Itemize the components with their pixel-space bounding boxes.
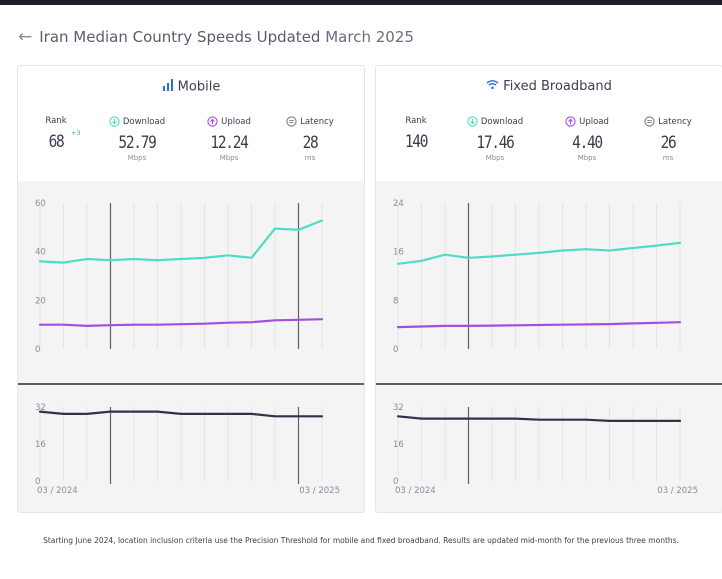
download-value: 17.46 xyxy=(476,133,514,153)
download-stat: Download 17.46 Mbps xyxy=(458,116,532,162)
upload-label: Upload xyxy=(221,116,251,127)
y-tick-label: 8 xyxy=(393,296,398,306)
fixed-broadband-panel: Fixed Broadband Rank 140 Download 17.46 … xyxy=(375,65,722,513)
latency-stat: Latency 28 ms xyxy=(280,116,340,162)
x-tick-label: 03 / 2025 xyxy=(657,486,698,496)
mobile-chart-area: 0 20 40 60 0 16 32 03 / 2024 03 / 2025 xyxy=(18,181,364,512)
download-unit: Mbps xyxy=(127,154,147,162)
page-title-date: March 2025 xyxy=(325,28,414,46)
y-tick-label: 20 xyxy=(35,296,46,306)
panel-title: Fixed Broadband xyxy=(376,79,722,94)
download-arrow-icon xyxy=(109,116,120,127)
mobile-chart: 0 20 40 60 0 16 32 03 / 2024 03 / 2025 xyxy=(18,199,364,496)
page-title: Iran Median Country Speeds Updated March… xyxy=(39,28,414,46)
upload-value: 12.24 xyxy=(210,133,248,153)
y-tick-label: 24 xyxy=(393,199,404,209)
wifi-icon xyxy=(486,79,499,94)
rank-value: 68 xyxy=(48,132,65,152)
y-tick-label: 0 xyxy=(35,345,40,355)
rank-label: Rank xyxy=(405,116,427,126)
download-series-line xyxy=(38,219,324,264)
upload-arrow-icon xyxy=(207,116,218,127)
download-arrow-icon xyxy=(467,116,478,127)
mobile-panel: Mobile Rank 68 +3 Download 52.79 Mbps Up… xyxy=(17,65,365,513)
y-tick-label: 0 xyxy=(393,345,398,355)
upload-stat: Upload 4.40 Mbps xyxy=(552,116,622,162)
upload-value: 4.40 xyxy=(572,133,603,153)
x-tick-label: 03 / 2024 xyxy=(395,486,436,496)
latency-stat: Latency 26 ms xyxy=(638,116,698,162)
signal-bars-icon xyxy=(162,79,174,95)
latency-y-tick-label: 16 xyxy=(393,440,404,450)
latency-y-tick-label: 16 xyxy=(35,440,46,450)
latency-value: 26 xyxy=(660,133,677,153)
x-tick-label: 03 / 2024 xyxy=(37,486,78,496)
latency-icon xyxy=(286,116,297,127)
latency-y-tick-label: 0 xyxy=(35,477,40,487)
latency-unit: ms xyxy=(662,154,674,162)
upload-unit: Mbps xyxy=(219,154,239,162)
latency-label: Latency xyxy=(300,116,334,127)
page-header: ← Iran Median Country Speeds Updated Mar… xyxy=(18,27,414,47)
latency-series-line xyxy=(38,410,324,418)
latency-label: Latency xyxy=(658,116,692,127)
upload-series-line xyxy=(396,321,682,329)
rank-stat: Rank 140 xyxy=(396,116,436,152)
y-tick-label: 40 xyxy=(35,248,46,258)
y-tick-label: 16 xyxy=(393,248,404,258)
download-unit: Mbps xyxy=(485,154,505,162)
latency-unit: ms xyxy=(304,154,316,162)
upload-stat: Upload 12.24 Mbps xyxy=(194,116,264,162)
rank-delta: +3 xyxy=(71,129,81,137)
latency-series-line xyxy=(396,415,682,422)
latency-y-tick-label: 32 xyxy=(35,403,46,413)
back-arrow-icon[interactable]: ← xyxy=(18,27,33,47)
rank-stat: Rank 68 xyxy=(38,116,74,152)
upload-series-line xyxy=(38,318,324,327)
rank-value: 140 xyxy=(404,132,429,152)
latency-icon xyxy=(644,116,655,127)
download-value: 52.79 xyxy=(118,133,156,153)
panel-title: Mobile xyxy=(18,79,364,95)
y-tick-label: 60 xyxy=(35,199,46,209)
fixed-chart-area: 0 8 16 24 0 16 32 03 / 2024 03 / 2025 xyxy=(376,181,722,512)
top-bar xyxy=(0,0,722,5)
download-label: Download xyxy=(122,116,166,127)
download-label: Download xyxy=(480,116,524,127)
latency-y-tick-label: 0 xyxy=(393,477,398,487)
fixed-broadband-chart: 0 8 16 24 0 16 32 03 / 2024 03 / 2025 xyxy=(376,199,722,496)
upload-label: Upload xyxy=(579,116,609,127)
latency-y-tick-label: 32 xyxy=(393,403,404,413)
upload-arrow-icon xyxy=(565,116,576,127)
rank-label: Rank xyxy=(45,116,67,126)
footnote: Starting June 2024, location inclusion c… xyxy=(43,536,679,545)
download-series-line xyxy=(396,241,682,265)
download-stat: Download 52.79 Mbps xyxy=(100,116,174,162)
upload-unit: Mbps xyxy=(577,154,597,162)
latency-value: 28 xyxy=(302,133,319,153)
x-tick-label: 03 / 2025 xyxy=(299,486,340,496)
